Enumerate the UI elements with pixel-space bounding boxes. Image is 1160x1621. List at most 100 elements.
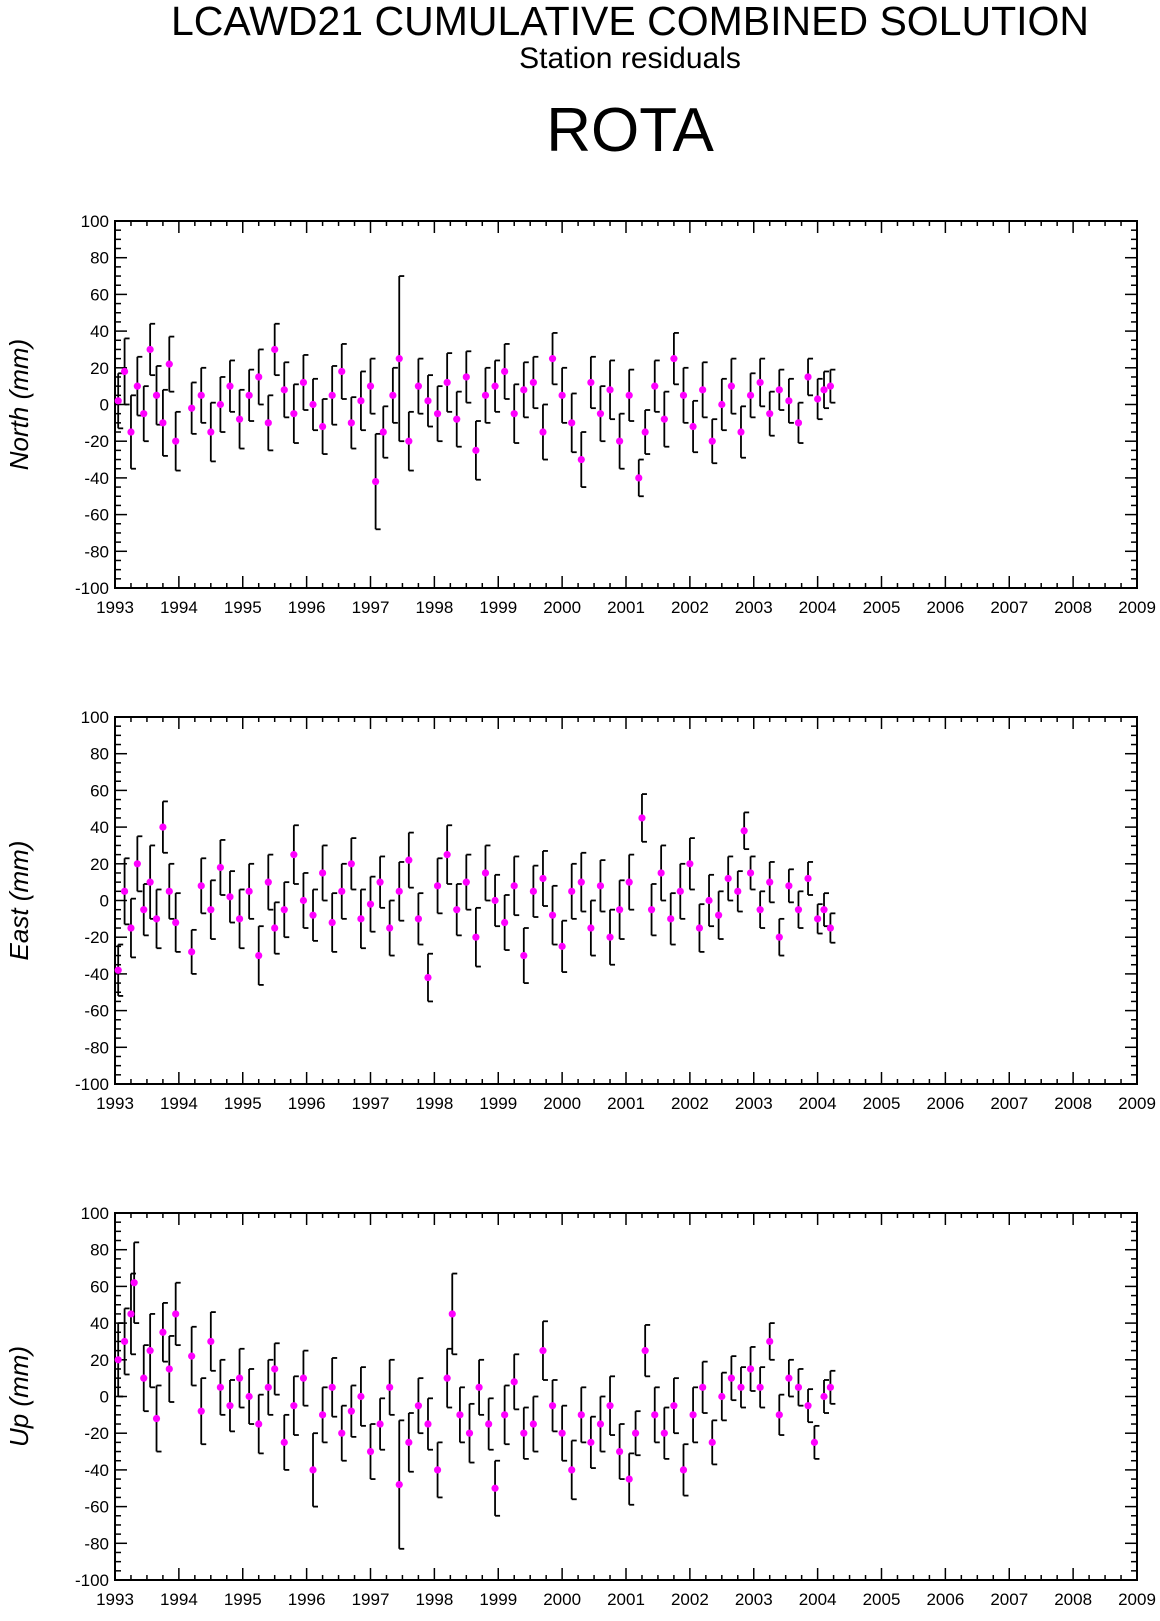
east-xtick-label: 2004 [799,1094,837,1113]
east-ytick-label: -80 [84,1038,109,1057]
up-data-point [207,1337,215,1346]
east-data-point [133,860,141,868]
up-data-point [127,1310,135,1318]
east-data-point [520,951,528,960]
north-data-point [290,410,298,418]
north-data-point [127,428,135,436]
north-ytick-label: 60 [90,285,109,304]
north-data-point [271,345,279,354]
east-xtick-label: 1998 [415,1094,453,1113]
north-data-point [255,373,263,381]
north-xtick-label: 2000 [543,598,581,617]
east-data-point [491,896,499,905]
north-data-point [152,391,161,399]
east-xtick-label: 1993 [96,1094,134,1113]
up-data-point [491,1484,499,1492]
east-data-point [127,924,135,932]
up-data-point [651,1411,659,1419]
east-xtick-label: 2007 [990,1094,1028,1113]
east-data-point [804,874,812,883]
north-axis-label: North (mm) [4,339,34,470]
up-data-point [318,1411,327,1419]
east-xtick-label: 2000 [543,1094,581,1113]
up-data-point [485,1420,493,1428]
north-xtick-label: 2007 [990,598,1028,617]
north-data-point [165,360,173,368]
north-data-point [826,382,835,390]
up-data-point [414,1402,423,1410]
north-data-point [197,391,205,399]
north-xtick-label: 1994 [160,598,198,617]
north-data-point [245,391,253,399]
up-data-point [146,1347,154,1355]
up-xtick-label: 2008 [1054,1590,1092,1609]
north-data-point [140,410,148,418]
north-data-point [577,455,585,464]
up-data-point [660,1429,668,1437]
north-data-point [389,391,397,399]
up-data-point [568,1466,576,1474]
north-data-point [746,391,755,399]
chart-title: LCAWD21 CUMULATIVE COMBINED SOLUTION [170,0,1090,44]
north-data-point [366,382,375,390]
north-ytick-label: 100 [81,212,109,231]
east-data-point [395,887,403,895]
east-data-point [462,878,470,886]
east-data-point [756,906,764,914]
east-data-point [657,869,665,877]
up-xtick-label: 2001 [607,1590,645,1609]
north-data-point [453,415,461,423]
up-xtick-label: 1999 [479,1590,517,1609]
up-xtick-label: 2003 [735,1590,773,1609]
north-data-point [481,391,490,399]
up-ytick-label: -40 [84,1461,109,1480]
up-data-point [280,1438,288,1446]
east-ytick-label: 60 [90,781,109,800]
north-data-point [226,382,234,390]
up-xtick-label: 2009 [1118,1590,1156,1609]
north-data-point [660,415,668,423]
up-data-point [172,1310,180,1318]
up-data-point [357,1392,365,1401]
north-xtick-label: 1995 [224,598,262,617]
east-data-point [766,878,774,886]
east-ytick-label: 80 [90,745,109,764]
east-data-point [558,942,566,950]
north-panel: -100 -80 -60 -40 -20 0 20 40 60 80 100 1993 1994 1995… [4,212,1156,617]
east-data-point [271,924,279,932]
north-data-point [491,382,499,390]
up-xtick-label: 1998 [415,1590,453,1609]
up-data-point [548,1402,557,1410]
up-data-point [216,1383,224,1391]
east-ytick-label: -100 [75,1075,109,1094]
north-data-point [472,446,480,454]
east-data-point [172,918,180,927]
east-axis-label: East (mm) [4,841,34,961]
east-data-point [235,915,244,923]
north-xtick-label: 1996 [288,598,326,617]
up-data-point [443,1374,451,1382]
up-xtick-label: 2006 [926,1590,964,1609]
up-ytick-label: -80 [84,1534,109,1553]
east-data-point [366,900,375,908]
east-data-point [216,863,224,872]
east-data-point [146,878,154,886]
east-data-point [695,924,704,932]
up-data-point [140,1374,148,1382]
north-data-point [172,437,180,445]
station-name: ROTA [546,96,714,165]
east-data-point [357,915,365,923]
north-data-point [539,428,547,436]
up-data-point [347,1407,355,1415]
up-xtick-label: 2007 [990,1590,1028,1609]
north-data-point [188,404,196,412]
east-data-point [510,882,518,890]
east-data-point [820,906,828,914]
up-data-point [328,1383,336,1391]
up-data-point [120,1337,129,1346]
up-data-point [746,1365,755,1373]
east-data-point [826,924,835,932]
north-data-point [606,386,614,394]
up-xtick-label: 1996 [288,1590,326,1609]
east-data-point [686,860,694,868]
